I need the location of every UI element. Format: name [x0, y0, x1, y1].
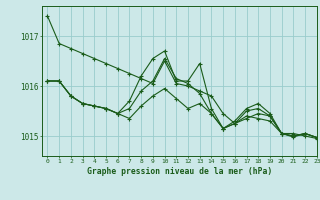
X-axis label: Graphe pression niveau de la mer (hPa): Graphe pression niveau de la mer (hPa) [87, 167, 272, 176]
